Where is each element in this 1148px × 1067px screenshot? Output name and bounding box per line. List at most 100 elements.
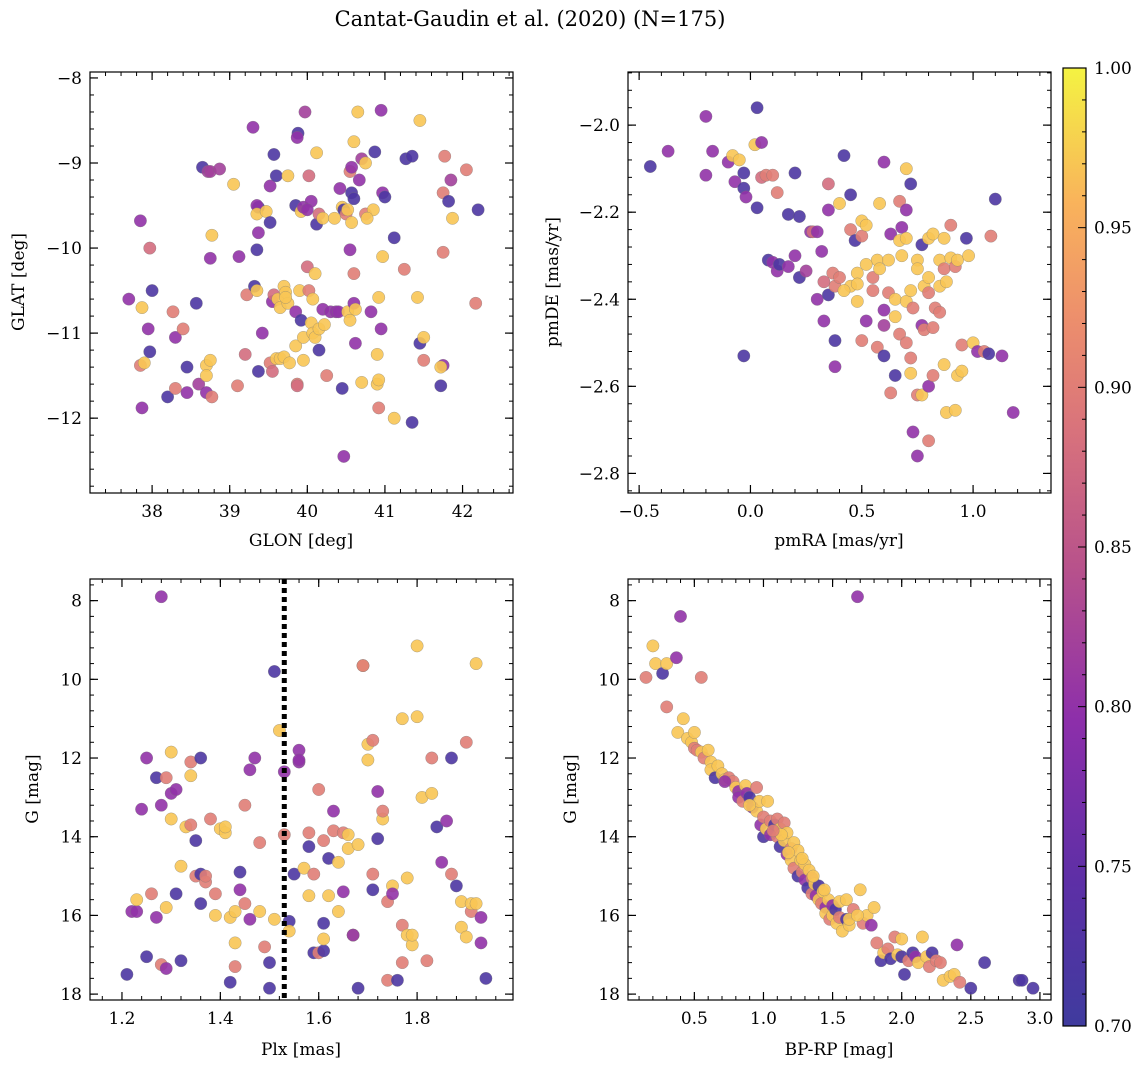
scatter-point [446, 211, 459, 225]
scatter-point [405, 928, 419, 942]
scatter-point [320, 369, 334, 383]
scatter-point [870, 936, 884, 950]
scatter-point [347, 267, 361, 281]
scatter-point [343, 313, 357, 327]
scatter-point [203, 251, 217, 265]
scatter-point [922, 379, 936, 393]
scatter-point [331, 905, 345, 918]
scatter-point [926, 369, 940, 382]
scatter-point [950, 938, 964, 952]
scatter-point [817, 883, 831, 897]
scatter-point [850, 294, 864, 308]
scatter-point [141, 322, 155, 336]
scatter-point [351, 838, 365, 852]
x-tick-label: 0.0 [737, 502, 764, 522]
scatter-point [743, 798, 757, 812]
scatter-point [687, 725, 701, 739]
scatter-point [267, 665, 281, 678]
axes-frame [89, 578, 514, 1001]
scatter-point [137, 356, 151, 370]
scatter-point [888, 292, 902, 306]
scatter-point [238, 897, 252, 911]
scatter-point [387, 231, 401, 245]
scatter-point [308, 267, 322, 281]
scatter-point [302, 169, 316, 183]
scatter-point [926, 227, 940, 241]
scatter-point [411, 290, 424, 304]
scatter-point [888, 310, 902, 324]
y-tick-label: 8 [609, 592, 620, 612]
scatter-point [306, 292, 320, 306]
scatter-point [855, 229, 869, 243]
y-gridticks: 8 10 12 14 16 18 [598, 584, 1051, 1005]
scatter-point [479, 971, 493, 985]
y-tick-label: −9 [57, 154, 82, 174]
scatter-point [810, 225, 824, 239]
scatter-point [208, 887, 222, 901]
scatter-point [351, 981, 365, 995]
scatter-point [317, 916, 331, 930]
scatter-point [781, 207, 795, 221]
scatter-point [459, 930, 473, 944]
scatter-point [910, 449, 924, 463]
scatter-point [208, 908, 222, 922]
scatter-point [133, 214, 147, 228]
x-tick-label: 2.0 [888, 1009, 915, 1029]
scatter-point [821, 288, 835, 302]
scatter-point [372, 401, 386, 415]
scatter-point [899, 231, 913, 245]
scatter-point [739, 190, 753, 204]
points-layer [643, 101, 1020, 463]
y-axis-label: pmDE [mas/yr] [543, 217, 563, 347]
scatter-point [233, 865, 247, 879]
scatter-point [290, 379, 304, 393]
colorbar: 0.70 0.75 0.80 0.85 0.90 0.95 1.00 [1062, 59, 1132, 1037]
scatter-point [166, 305, 180, 319]
scatter-point [331, 855, 345, 869]
scatter-point [474, 910, 488, 924]
scatter-point [204, 812, 217, 826]
scatter-point [143, 241, 157, 255]
scatter-point [770, 186, 784, 200]
scatter-point [922, 434, 936, 448]
scatter-point [964, 981, 978, 995]
scatter-point [436, 245, 450, 259]
scatter-point [135, 301, 149, 315]
scatter-point [788, 249, 802, 263]
x-axis-label: BP-RP [mag] [785, 1040, 894, 1060]
scatter-point [955, 364, 969, 378]
scatter-point [243, 912, 257, 926]
scatter-point [267, 912, 281, 926]
y-tick-label: 16 [598, 906, 620, 926]
y-tick-label: −11 [46, 324, 82, 344]
scatter-point [851, 590, 864, 604]
scatter-point [837, 149, 851, 163]
y-tick-label: −10 [46, 239, 82, 259]
scatter-point [646, 639, 660, 653]
scatter-point [884, 227, 898, 241]
scatter-point [442, 194, 456, 208]
scatter-point [839, 893, 853, 907]
scatter-point [253, 905, 267, 918]
scatter-point [333, 182, 347, 195]
scatter-point [788, 166, 802, 180]
scatter-point [750, 201, 764, 215]
scatter-point [292, 753, 306, 767]
scatter-point [434, 379, 448, 393]
scatter-point [361, 753, 375, 767]
scatter-point [817, 314, 831, 328]
scatter-point [246, 120, 260, 134]
scatter-point [251, 226, 265, 240]
scatter-point [341, 203, 355, 217]
x-axis-label: Plx [mas] [261, 1040, 341, 1060]
scatter-point [893, 327, 907, 341]
scatter-point [955, 338, 969, 352]
scatter-point [228, 936, 242, 950]
x-axis-label: pmRA [mas/yr] [774, 531, 903, 551]
scatter-point [899, 162, 913, 176]
scatter-point [732, 153, 746, 167]
scatter-point [410, 639, 424, 653]
scatter-point [910, 262, 924, 276]
scatter-point [469, 296, 483, 310]
